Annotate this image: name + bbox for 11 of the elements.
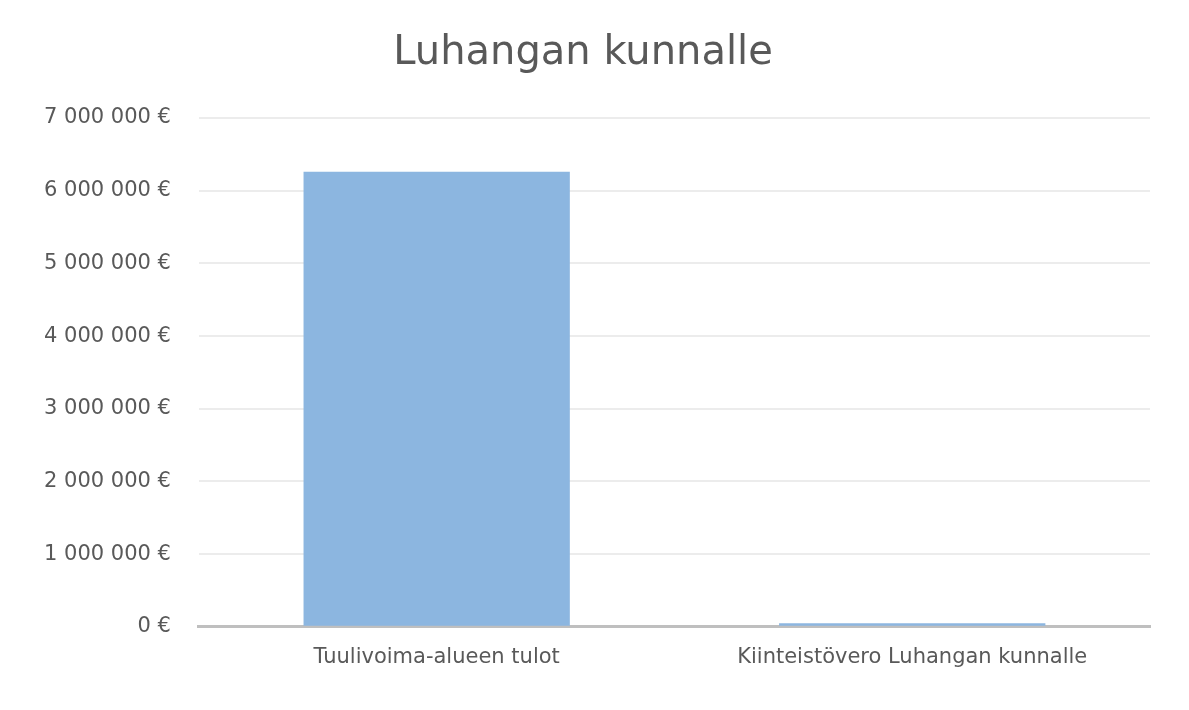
y-tick-label: 6 000 000 € bbox=[43, 177, 171, 202]
y-tick-label: 4 000 000 € bbox=[43, 322, 171, 347]
y-tick-label: 3 000 000 € bbox=[43, 395, 171, 420]
x-tick-label: Tuulivoima-alueen tulot bbox=[312, 643, 560, 668]
y-tick-label: 7 000 000 € bbox=[43, 104, 171, 129]
x-tick-label: Kiinteistövero Luhangan kunnalle bbox=[737, 643, 1088, 668]
y-tick-label: 0 € bbox=[137, 613, 171, 638]
chart-title: Luhangan kunnalle bbox=[393, 27, 773, 74]
y-tick-label: 5 000 000 € bbox=[43, 249, 171, 274]
y-tick-label: 1 000 000 € bbox=[43, 540, 171, 565]
y-tick-label: 2 000 000 € bbox=[43, 467, 171, 492]
